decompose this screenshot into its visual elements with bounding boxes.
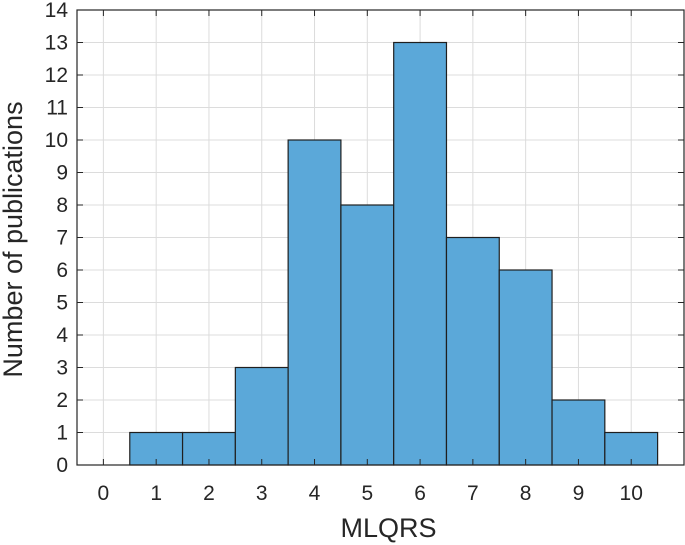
x-tick-label: 2: [203, 482, 215, 505]
histogram-bars: [129, 41, 659, 466]
y-tick-label: 4: [56, 324, 68, 347]
y-tick-label: 11: [46, 97, 68, 120]
x-tick-label: 8: [520, 482, 532, 505]
histogram-bar: [551, 399, 606, 466]
y-tick-label: 8: [56, 194, 68, 217]
x-tick-label: 9: [573, 482, 585, 505]
x-tick-label: 1: [150, 482, 162, 505]
y-tick-label: 0: [56, 454, 68, 477]
x-axis-label: MLQRS: [340, 513, 436, 543]
axis-ticks: [77, 9, 684, 466]
y-tick-label: 13: [45, 32, 68, 55]
y-tick-label: 1: [56, 422, 68, 445]
histogram-bar: [234, 366, 289, 466]
y-tick-label: 5: [56, 292, 68, 315]
histogram-bar: [287, 139, 342, 466]
y-tick-label: 2: [56, 389, 68, 412]
x-tick-label: 7: [467, 482, 479, 505]
y-tick-label: 6: [56, 259, 68, 282]
histogram-bar: [340, 204, 395, 466]
x-tick-label: 10: [620, 482, 643, 505]
x-tick-label: 3: [256, 482, 268, 505]
x-tick-label: 5: [361, 482, 373, 505]
x-tick-labels: 0 1 2 3 4 5 6 7 8 9 10: [98, 482, 643, 505]
histogram-bar: [498, 269, 553, 466]
histogram-bar: [445, 236, 500, 466]
x-tick-label: 6: [414, 482, 426, 505]
y-axis-label: Number of publications: [0, 101, 28, 377]
y-tick-label: 10: [45, 129, 68, 152]
y-tick-label: 12: [45, 64, 68, 87]
y-tick-label: 9: [56, 162, 68, 185]
y-tick-label: 3: [56, 357, 68, 380]
x-tick-label: 4: [309, 482, 321, 505]
y-tick-label: 14: [45, 0, 69, 22]
y-tick-label: 7: [56, 227, 68, 250]
x-tick-label: 0: [98, 482, 110, 505]
histogram-bar: [393, 41, 448, 466]
